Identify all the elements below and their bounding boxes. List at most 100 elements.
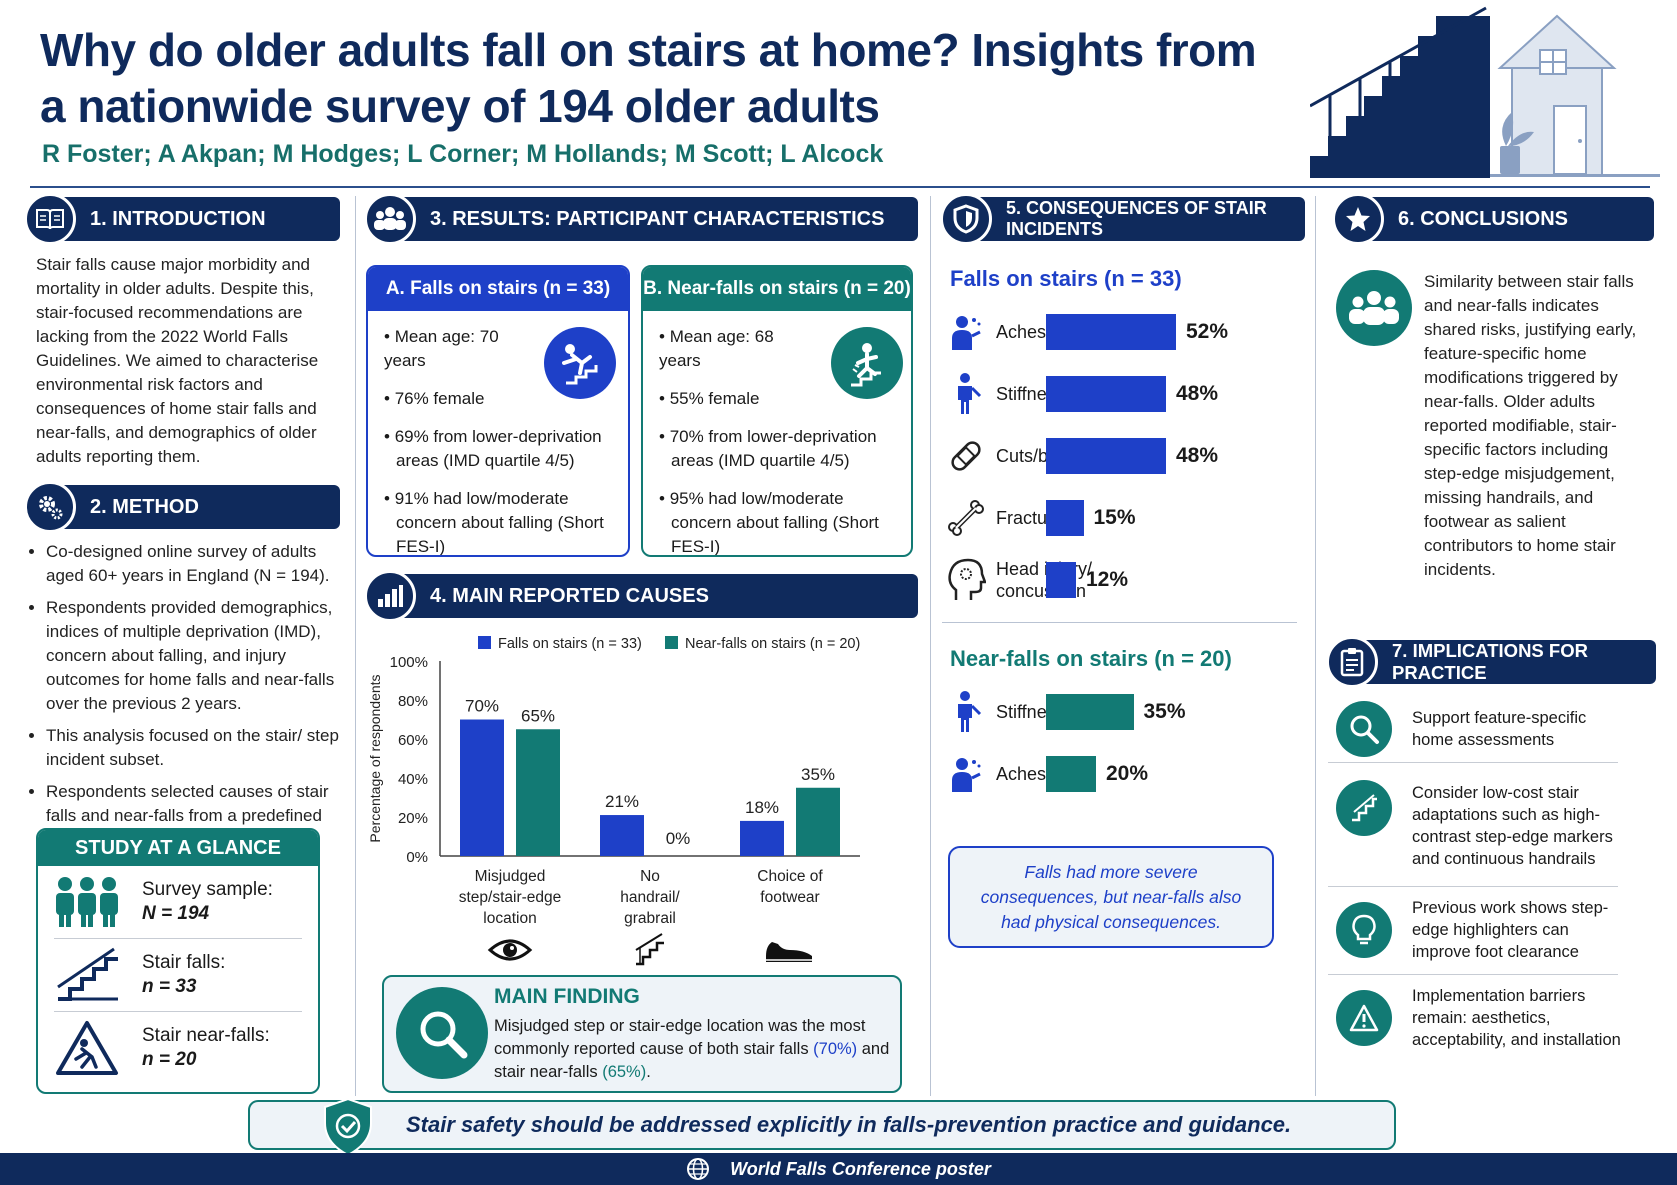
footer-text: World Falls Conference poster — [730, 1158, 991, 1179]
people-icon — [56, 877, 118, 927]
legend-swatch — [665, 636, 678, 649]
category-label: location — [483, 910, 536, 927]
method-bullet: This analysis focused on the stair/ step… — [46, 724, 351, 772]
nearfalls-characteristics-list: • Mean age: 68 years • 55% female • 70% … — [643, 311, 911, 556]
consequence-bar — [1046, 562, 1076, 598]
consequence-row: Cuts/bruises 48% — [946, 430, 1306, 482]
consequence-value: 35% — [1143, 700, 1186, 723]
category-label: No — [640, 868, 660, 885]
y-tick-label: 80% — [398, 693, 428, 710]
implications-list: Support feature-specific home assessment… — [1328, 694, 1636, 1074]
implication-item: Previous work shows step-edge highlighte… — [1336, 890, 1626, 970]
falls-consequences-heading: Falls on stairs (n = 33) — [950, 266, 1182, 291]
glance-item: Survey sample: N = 194 — [54, 866, 302, 939]
glance-value: N = 194 — [142, 903, 210, 924]
author-list: R Foster; A Akpan; M Hodges; L Corner; M… — [42, 140, 884, 168]
globe-icon — [687, 1158, 710, 1180]
study-at-a-glance-box: STUDY AT A GLANCE Survey sample: N = 194 … — [36, 828, 320, 1094]
list-divider — [1328, 974, 1618, 975]
consequence-value: 48% — [1176, 444, 1219, 467]
characteristic-item: • Mean age: 68 years — [659, 327, 774, 370]
tripping-person-icon — [831, 327, 903, 399]
section-header-conclusions: 6. CONCLUSIONS — [1332, 193, 1654, 245]
falls-characteristics-card: A. Falls on stairs (n = 33) • Mean age: … — [366, 265, 630, 557]
banner-text: Stair safety should be addressed explici… — [406, 1112, 1292, 1137]
bar-chart-icon — [364, 570, 416, 622]
glance-label: Stair falls: — [142, 952, 226, 973]
bar-value-label: 18% — [745, 798, 779, 817]
consequence-bar — [1046, 756, 1096, 792]
method-bullet: Co-designed online survey of adults aged… — [46, 540, 351, 588]
consequence-bar — [1046, 376, 1166, 412]
bar-falls — [600, 815, 644, 856]
head-icon — [948, 558, 986, 600]
consequence-row: Stiffness 48% — [946, 368, 1306, 420]
y-tick-label: 100% — [390, 654, 428, 671]
nearfalls-consequences-list: Stiffness 35% Aches/pains 20% — [946, 686, 1306, 806]
section-divider — [942, 622, 1297, 623]
consequence-value: 20% — [1106, 762, 1149, 785]
consequence-bar — [1046, 438, 1166, 474]
key-message-banner: Stair safety should be addressed explici… — [248, 1100, 1396, 1150]
group-icon — [364, 193, 416, 245]
section-header-introduction: 1. INTRODUCTION — [24, 193, 340, 245]
glance-value: n = 20 — [142, 1049, 197, 1070]
falls-characteristics-list: • Mean age: 70 years • 76% female • 69% … — [368, 311, 628, 555]
section-title: 1. INTRODUCTION — [90, 207, 266, 230]
implication-item: Consider low-cost stair adaptations such… — [1336, 768, 1626, 884]
consequence-row: Fracture 15% — [946, 492, 1306, 544]
group-icon — [1336, 270, 1412, 346]
stiffness-icon — [958, 373, 982, 414]
consequences-note: Falls had more severe consequences, but … — [948, 846, 1274, 948]
stairs-icon — [57, 947, 118, 1001]
bar-value-label: 70% — [465, 697, 499, 716]
section-header-results: 3. RESULTS: PARTICIPANT CHARACTERISTICS — [364, 193, 918, 245]
consequence-value: 48% — [1176, 382, 1219, 405]
glance-item: Stair falls: n = 33 — [54, 939, 302, 1012]
method-bullet: Respondents selected causes of stair fal… — [46, 780, 351, 852]
category-label: Misjudged — [475, 868, 546, 885]
shield-icon — [940, 193, 992, 245]
consequence-bar — [1046, 694, 1134, 730]
section-title: 2. METHOD — [90, 495, 199, 518]
stairs-icon — [635, 933, 664, 966]
lightbulb-icon — [1336, 902, 1392, 958]
characteristic-item: • 95% had low/moderate concern about fal… — [659, 489, 879, 556]
card-heading: A. Falls on stairs (n = 33) — [368, 267, 628, 311]
category-label: handrail/ — [620, 889, 680, 906]
consequence-value: 15% — [1093, 506, 1136, 529]
category-label: Choice of — [757, 868, 823, 885]
aches-icon — [952, 758, 981, 792]
conclusions-text: Similarity between stair falls and near-… — [1424, 272, 1637, 579]
category-label: footwear — [760, 889, 819, 906]
section-header-causes: 4. MAIN REPORTED CAUSES — [364, 570, 918, 622]
bar-value-label: 21% — [605, 792, 639, 811]
glance-label: Stair near-falls: — [142, 1025, 270, 1046]
warning-icon — [1336, 990, 1392, 1046]
footer-bar: World Falls Conference poster — [0, 1153, 1677, 1185]
book-icon — [24, 193, 76, 245]
glance-value: n = 33 — [142, 976, 197, 997]
y-tick-label: 40% — [398, 771, 428, 788]
bar-falls — [740, 820, 784, 856]
consequence-row: Aches/pains 20% — [946, 748, 1306, 800]
bar-nearfalls — [516, 729, 560, 856]
legend-label: Falls on stairs (n = 33) — [498, 636, 642, 652]
glance-label: Survey sample: — [142, 879, 273, 900]
category-label: grabrail — [624, 910, 676, 927]
characteristic-item: • 55% female — [659, 389, 760, 408]
y-tick-label: 0% — [406, 849, 428, 866]
finding-heading: MAIN FINDING — [494, 985, 640, 1008]
column-divider — [1315, 196, 1316, 1096]
clipboard-icon — [1326, 636, 1378, 688]
causes-bar-chart: Falls on stairs (n = 33) Near-falls on st… — [367, 636, 860, 966]
section-title: 6. CONCLUSIONS — [1398, 207, 1569, 230]
consequence-bar — [1046, 500, 1084, 536]
bar-value-label: 0% — [666, 829, 691, 848]
star-icon — [1332, 193, 1384, 245]
bar-falls — [460, 719, 504, 856]
bar-nearfalls — [796, 787, 840, 856]
implication-text: Support feature-specific home assessment… — [1412, 709, 1587, 749]
method-list: Co-designed online survey of adults aged… — [26, 540, 351, 860]
implication-text: Previous work shows step-edge highlighte… — [1412, 899, 1609, 961]
